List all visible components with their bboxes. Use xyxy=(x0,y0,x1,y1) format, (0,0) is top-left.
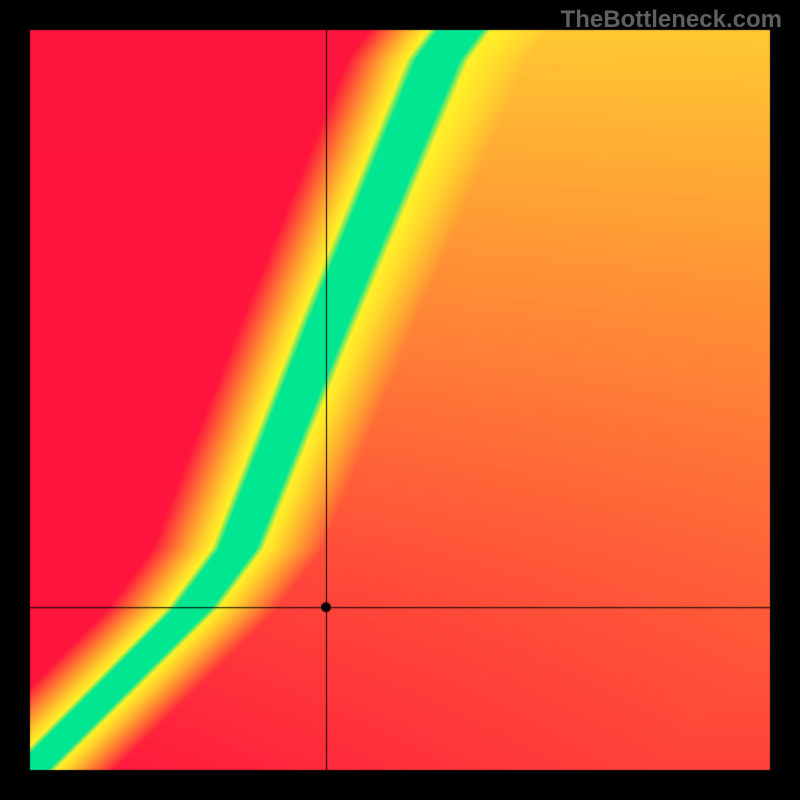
heatmap-canvas xyxy=(0,0,800,800)
watermark-text: TheBottleneck.com xyxy=(561,6,782,34)
chart-container: TheBottleneck.com xyxy=(0,0,800,800)
